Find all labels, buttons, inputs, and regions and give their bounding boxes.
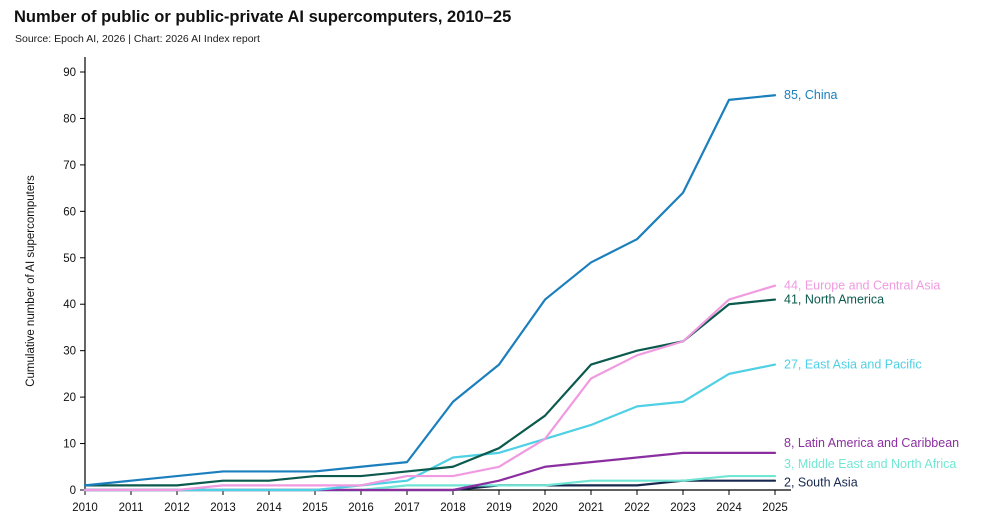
y-tick-label: 90 [63,67,76,79]
line-north-america [83,298,777,487]
series-end-label-east-asia-pacific: 27, East Asia and Pacific [784,358,922,372]
y-axis-title: Cumulative number of AI supercomputers [25,175,37,387]
x-tick-label: 2017 [394,502,420,514]
series-end-label-europe-central-asia: 44, Europe and Central Asia [784,279,940,293]
x-tick-label: 2015 [302,502,328,514]
y-tick-label: 30 [63,346,76,358]
y-tick-label: 10 [63,439,76,451]
x-tick-label: 2024 [716,502,742,514]
x-tick-label: 2013 [210,502,236,514]
x-tick-label: 2019 [486,502,512,514]
x-tick-label: 2020 [532,502,558,514]
line-europe-central-asia [83,284,777,492]
x-tick-label: 2012 [164,502,190,514]
x-tick-label: 2021 [578,502,604,514]
x-tick-label: 2025 [762,502,788,514]
line-china [83,94,777,487]
x-tick-label: 2010 [72,502,98,514]
chart-title: Number of public or public-private AI su… [14,8,512,26]
y-tick-label: 20 [63,392,76,404]
x-tick-label: 2016 [348,502,374,514]
series-end-label-north-america: 41, North America [784,293,884,307]
y-tick-label: 40 [63,299,76,311]
x-tick-label: 2023 [670,502,696,514]
series-end-label-china: 85, China [784,88,838,102]
y-tick-label: 50 [63,253,76,265]
x-tick-label: 2014 [256,502,282,514]
x-tick-label: 2011 [119,502,144,514]
series-end-label-south-asia: 2, South Asia [784,476,858,490]
line-east-asia-pacific [83,363,777,492]
x-tick-label: 2022 [624,502,650,514]
y-tick-label: 80 [63,113,76,125]
y-tick-label: 0 [70,485,76,497]
y-tick-label: 60 [63,206,76,218]
y-tick-label: 70 [63,160,76,172]
x-tick-label: 2018 [440,502,466,514]
chart-source-note: Source: Epoch AI, 2026 | Chart: 2026 AI … [15,33,260,45]
series-end-label-latin-america-caribbean: 8, Latin America and Caribbean [784,436,959,450]
series-end-label-middle-east-north-africa: 3, Middle East and North Africa [784,457,956,471]
